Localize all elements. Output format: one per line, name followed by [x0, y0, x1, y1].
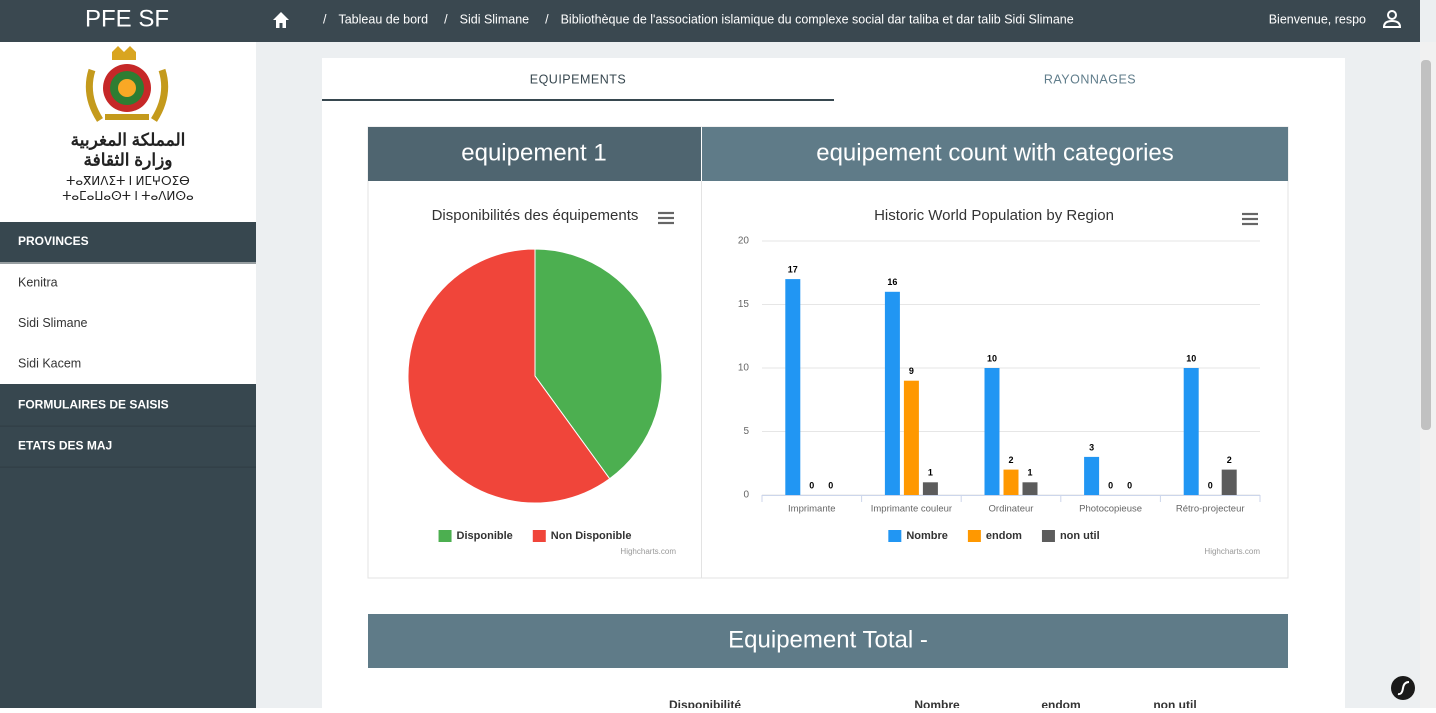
bar[interactable]: [1003, 469, 1019, 495]
legend-label[interactable]: Nombre: [906, 530, 948, 542]
data-label: 1: [1027, 468, 1032, 478]
x-tick-label: Imprimante: [788, 504, 836, 515]
card-header: [368, 614, 1288, 668]
section-title[interactable]: FORMULAIRES DE SAISIS: [18, 397, 169, 411]
pie-slice[interactable]: [534, 248, 663, 480]
y-tick-label: 5: [743, 426, 749, 437]
tab[interactable]: EQUIPEMENTS: [530, 72, 627, 86]
menu-item[interactable]: Sidi Kacem: [18, 357, 81, 371]
x-tick-label: Photocopieuse: [1079, 504, 1142, 515]
logo-text: ⵜⴰⴳⵍⴷⵉⵜ ⵏ ⵍⵎⵖⵔⵉⴱ: [66, 174, 190, 188]
data-label: 9: [909, 366, 914, 376]
data-label: 2: [1008, 455, 1013, 465]
bar[interactable]: [785, 279, 801, 495]
top-bar: [0, 0, 1420, 42]
card-header: [368, 127, 701, 181]
brand[interactable]: PFE SF: [85, 5, 169, 32]
card-title: Equipement Total -: [728, 626, 928, 653]
legend-marker[interactable]: [438, 530, 452, 542]
table-header: Disponibilité: [669, 698, 741, 708]
data-label: 2: [1227, 455, 1232, 465]
y-tick-label: 10: [738, 363, 750, 374]
data-label: 10: [987, 353, 997, 363]
y-tick-label: 20: [738, 236, 750, 247]
legend-marker[interactable]: [888, 530, 902, 542]
breadcrumb-link[interactable]: Tableau de bord: [338, 12, 428, 26]
menu-item[interactable]: Kenitra: [18, 275, 58, 289]
data-label: 0: [1108, 480, 1113, 490]
data-label: 0: [1208, 480, 1213, 490]
tab-indicator: [322, 99, 834, 101]
legend-label[interactable]: endom: [986, 530, 1022, 542]
emblem: [85, 46, 169, 122]
credits[interactable]: Highcharts.com: [620, 547, 676, 556]
legend-marker[interactable]: [532, 530, 546, 542]
bar[interactable]: [1183, 368, 1199, 495]
bar[interactable]: [884, 291, 900, 495]
bar[interactable]: [903, 380, 919, 495]
legend-label[interactable]: non util: [1060, 530, 1100, 542]
section-title[interactable]: ETATS DES MAJ: [18, 438, 112, 452]
home-icon[interactable]: [273, 12, 289, 28]
legend-label[interactable]: Disponible: [457, 530, 513, 542]
y-tick-label: 0: [743, 490, 749, 501]
table-header: endom: [1041, 698, 1080, 708]
data-label: 16: [887, 277, 897, 287]
card-header: [702, 127, 1288, 181]
bar[interactable]: [1084, 456, 1100, 495]
card-title: equipement 1: [461, 139, 606, 166]
symfony-badge[interactable]: [1391, 676, 1415, 700]
table-header: non util: [1153, 698, 1196, 708]
chart-title: Historic World Population by Region: [874, 207, 1114, 224]
x-tick-label: Imprimante couleur: [871, 504, 952, 515]
breadcrumb-link[interactable]: Sidi Slimane: [460, 12, 530, 26]
legend-marker[interactable]: [967, 530, 981, 542]
welcome: Bienvenue, respo: [1269, 12, 1366, 26]
bar[interactable]: [984, 368, 1000, 495]
legend-label[interactable]: Non Disponible: [551, 530, 632, 542]
logo-text: وزارة الثقافة: [83, 150, 172, 170]
x-tick-label: Ordinateur: [989, 504, 1034, 515]
data-label: 17: [788, 264, 798, 274]
breadcrumb-separator: /: [545, 12, 549, 26]
data-label: 0: [1127, 480, 1132, 490]
breadcrumb-link[interactable]: Bibliothèque de l'association islamique …: [561, 12, 1074, 26]
bar[interactable]: [922, 482, 938, 495]
bar[interactable]: [1221, 469, 1237, 495]
menu-item[interactable]: Sidi Slimane: [18, 316, 88, 330]
y-tick-label: 15: [738, 299, 750, 310]
credits[interactable]: Highcharts.com: [1204, 547, 1260, 556]
logo-text: المملكة المغربية: [71, 130, 186, 150]
logo-text: ⵜⴰⵎⴰⵡⴰⵙⵜ ⵏ ⵜⴰⴷⵍⵙⴰ: [62, 189, 194, 203]
breadcrumb-separator: /: [323, 12, 327, 26]
export-menu-icon[interactable]: [658, 211, 674, 225]
card-title: equipement count with categories: [816, 139, 1174, 166]
legend-marker[interactable]: [1041, 530, 1055, 542]
pie-slice[interactable]: [407, 248, 611, 504]
table-header: Nombre: [914, 698, 960, 708]
section-title[interactable]: PROVINCES: [18, 234, 89, 248]
export-menu-icon[interactable]: [1242, 212, 1258, 226]
data-label: 0: [828, 480, 833, 490]
breadcrumb-separator: /: [444, 12, 448, 26]
bar[interactable]: [1022, 482, 1038, 495]
tab[interactable]: RAYONNAGES: [1044, 72, 1136, 86]
scrollbar-thumb[interactable]: [1421, 60, 1431, 430]
data-label: 0: [809, 480, 814, 490]
data-label: 10: [1186, 353, 1196, 363]
chart-title: Disponibilités des équipements: [432, 207, 639, 224]
x-tick-label: Rétro-projecteur: [1176, 504, 1245, 515]
data-label: 1: [928, 468, 933, 478]
user-icon[interactable]: [1382, 10, 1402, 28]
menu-items-bg: [0, 262, 256, 384]
data-label: 3: [1089, 442, 1094, 452]
